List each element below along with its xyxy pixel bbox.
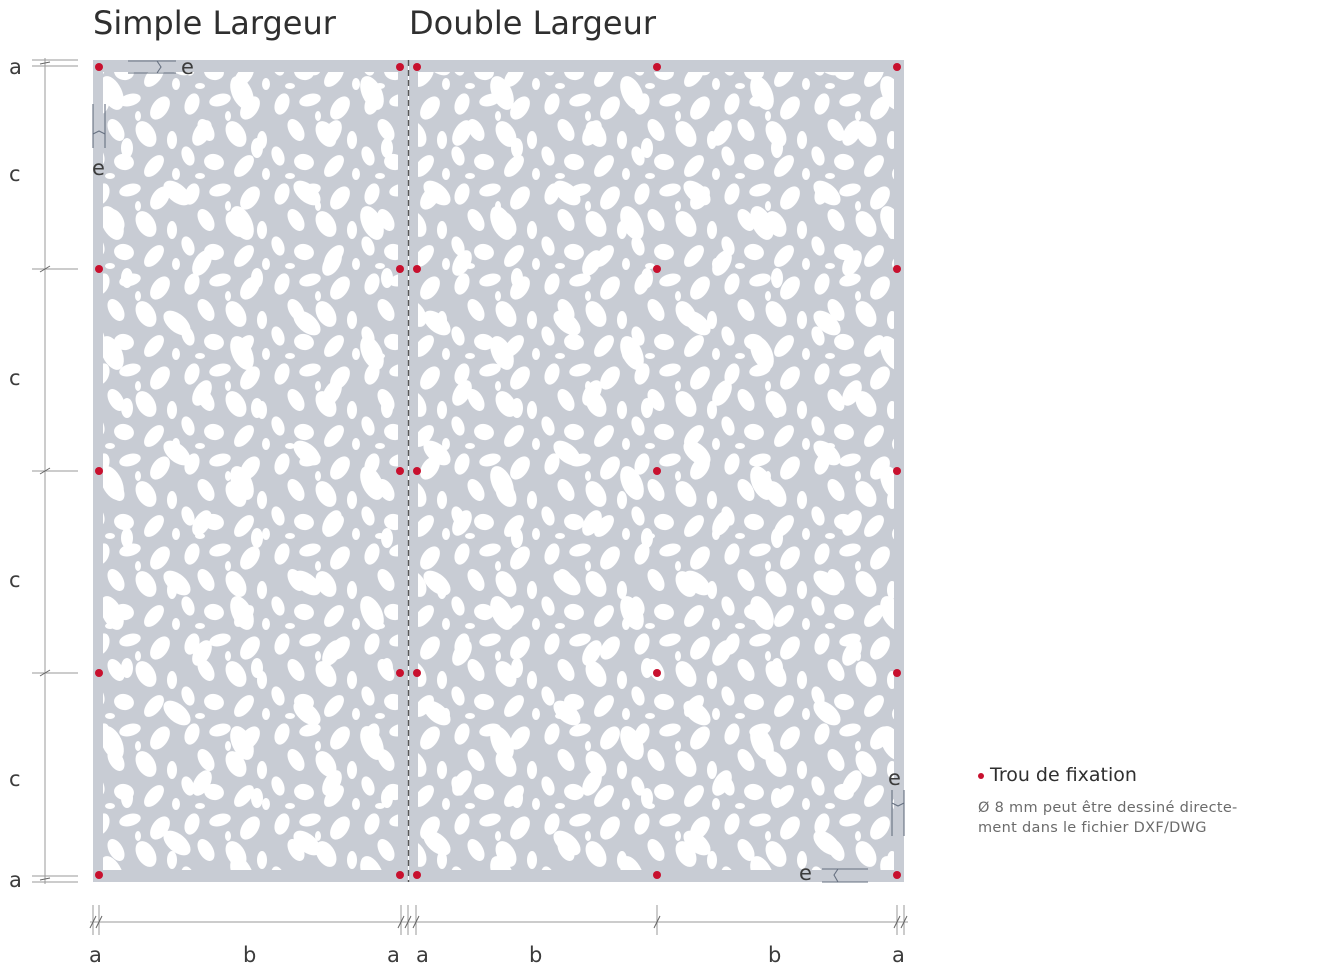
dim-label-a-bottom-2: a: [387, 943, 400, 967]
edge-distance-markers: [92, 60, 905, 883]
fixing-hole: [413, 669, 421, 677]
dim-label-c-2: c: [9, 366, 21, 390]
dim-label-a-bottom-4: a: [892, 943, 905, 967]
fixing-hole: [396, 669, 404, 677]
red-dot-icon: [978, 773, 984, 779]
fixing-hole: [653, 871, 661, 879]
fixing-hole: [413, 265, 421, 273]
fixing-hole: [653, 63, 661, 71]
dim-label-a-bottom-1: a: [89, 943, 102, 967]
dim-label-a-top: a: [9, 55, 22, 79]
dim-label-a-bottom-3: a: [416, 943, 429, 967]
dim-label-a-bottom: a: [9, 868, 22, 892]
fixing-hole: [95, 265, 103, 273]
dim-label-e-bottom: e: [799, 861, 812, 885]
fixing-hole: [95, 669, 103, 677]
fixing-hole: [396, 871, 404, 879]
legend-description-line2: ment dans le fichier DXF/DWG: [978, 820, 1207, 836]
dim-label-b-2: b: [529, 943, 542, 967]
fixing-hole: [95, 467, 103, 475]
dim-label-e-right: e: [888, 766, 901, 790]
dim-label-c-3: c: [9, 568, 21, 592]
fixing-hole: [396, 265, 404, 273]
fixing-hole: [653, 669, 661, 677]
dim-label-c-1: c: [9, 162, 21, 186]
dim-label-e-left: e: [92, 156, 105, 180]
fixing-hole: [396, 467, 404, 475]
dim-label-c-4: c: [9, 767, 21, 791]
fixing-holes: [95, 63, 901, 879]
vertical-dimension: [32, 58, 78, 884]
fixing-hole: [893, 265, 901, 273]
legend-description-line1: Ø 8 mm peut être dessiné directe-: [978, 800, 1238, 816]
fixing-hole: [893, 669, 901, 677]
legend-title: Trou de fixation: [990, 764, 1137, 786]
fixing-hole: [893, 467, 901, 475]
fixing-hole: [893, 63, 901, 71]
horizontal-dimension: [89, 905, 908, 935]
fixing-hole: [95, 871, 103, 879]
fixing-hole: [653, 467, 661, 475]
fixing-hole: [413, 63, 421, 71]
dim-label-b-3: b: [768, 943, 781, 967]
fixing-hole: [653, 265, 661, 273]
fixing-hole: [413, 871, 421, 879]
legend: Trou de fixation Ø 8 mm peut être dessin…: [978, 764, 1328, 838]
fixing-hole: [396, 63, 404, 71]
fixing-hole: [95, 63, 103, 71]
fixing-hole: [893, 871, 901, 879]
fixing-hole: [413, 467, 421, 475]
single-width-title: Simple Largeur: [93, 4, 336, 42]
dim-label-b-1: b: [243, 943, 256, 967]
dim-label-e-top: e: [181, 55, 194, 79]
double-width-title: Double Largeur: [409, 4, 657, 42]
perforation-single-large: [103, 72, 398, 870]
